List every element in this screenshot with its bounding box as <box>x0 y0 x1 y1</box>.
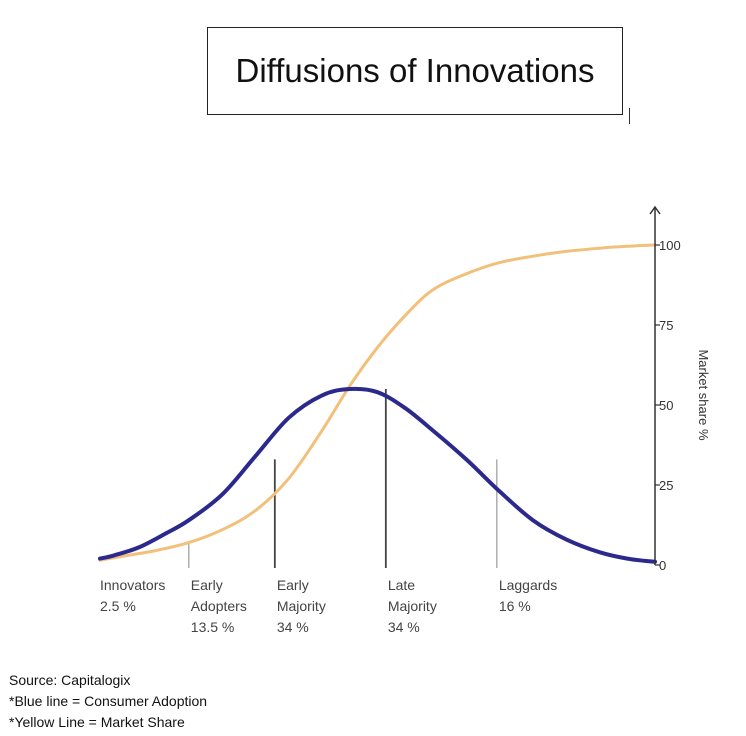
source-note: Source: Capitalogix <box>9 672 131 688</box>
y-axis-arrow <box>649 205 661 215</box>
category-label: Early Adopters 13.5 % <box>191 577 247 635</box>
series-line-consumer-adoption <box>98 386 657 564</box>
category-label: Late Majority 34 % <box>388 577 437 635</box>
y-tick-label: 75 <box>659 318 673 333</box>
series-line-market-share <box>98 243 657 562</box>
y-tick-label: 50 <box>659 398 673 413</box>
yellow-line-note: *Yellow Line = Market Share <box>9 714 185 730</box>
y-tick-label: 25 <box>659 478 673 493</box>
y-axis-label: Market share % <box>696 349 711 440</box>
y-tick-label: 100 <box>659 238 681 253</box>
chart-title: Diffusions of Innovations <box>207 27 623 115</box>
text-cursor <box>629 108 630 124</box>
chart-notes: Source: Capitalogix *Blue line = Consume… <box>9 670 207 733</box>
category-label: Early Majority 34 % <box>277 577 326 635</box>
y-tick-label: 0 <box>659 558 666 573</box>
blue-line-note: *Blue line = Consumer Adoption <box>9 693 208 709</box>
category-label: Laggards 16 % <box>499 577 557 614</box>
category-label: Innovators 2.5 % <box>100 577 165 614</box>
